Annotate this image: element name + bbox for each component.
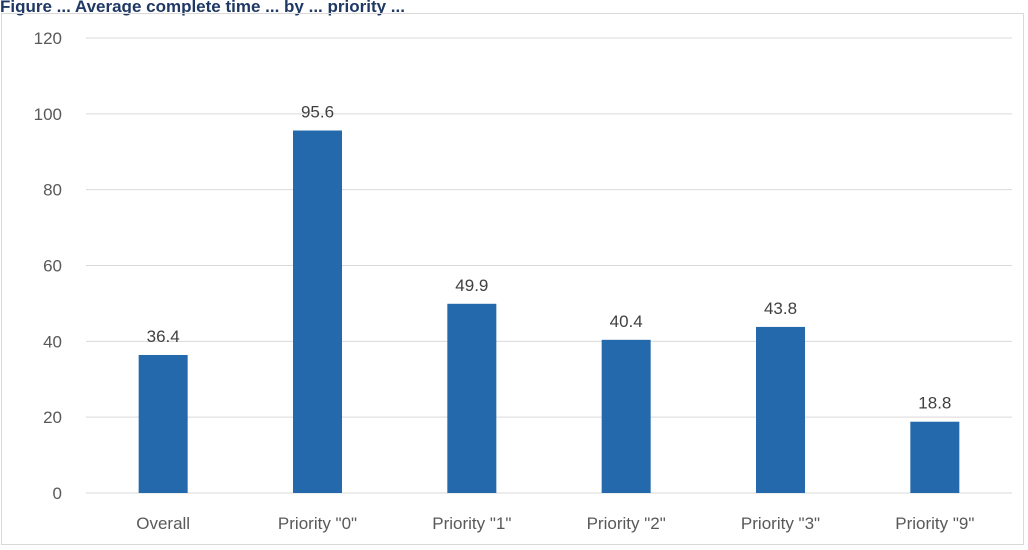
gridlines bbox=[86, 37, 1012, 494]
bar-data-label: 36.4 bbox=[147, 327, 180, 346]
bar bbox=[601, 339, 651, 493]
bar bbox=[756, 326, 805, 493]
figure-caption: Figure ... Average complete time ... by … bbox=[0, 0, 405, 16]
bar-data-label: 40.4 bbox=[610, 312, 643, 331]
data-labels: 36.4 95.6 49.9 40.4 43.8 18.8 bbox=[147, 103, 952, 413]
bar-data-label: 43.8 bbox=[764, 299, 797, 318]
bar bbox=[910, 421, 960, 493]
x-tick-label: Priority "0" bbox=[278, 514, 357, 533]
y-tick-label: 100 bbox=[34, 105, 62, 124]
y-tick-label: 20 bbox=[43, 408, 62, 427]
x-axis-ticks: Overall Priority "0" Priority "1" Priority … bbox=[136, 514, 974, 533]
y-tick-label: 80 bbox=[43, 181, 62, 200]
bar bbox=[293, 130, 342, 493]
bar-data-label: 49.9 bbox=[455, 276, 488, 295]
y-tick-label: 120 bbox=[34, 29, 62, 48]
x-tick-label: Priority "9" bbox=[895, 514, 974, 533]
x-tick-label: Priority "2" bbox=[587, 514, 666, 533]
y-tick-label: 0 bbox=[53, 484, 62, 503]
x-tick-label: Priority "3" bbox=[741, 514, 820, 533]
y-tick-label: 40 bbox=[43, 332, 62, 351]
chart-frame bbox=[1, 13, 1024, 545]
x-tick-label: Priority "1" bbox=[432, 514, 511, 533]
x-tick-label: Overall bbox=[136, 514, 190, 533]
bars bbox=[138, 130, 960, 493]
bar bbox=[138, 354, 188, 493]
bar-data-label: 95.6 bbox=[301, 103, 334, 122]
y-axis-ticks: 0 20 40 60 80 100 120 bbox=[34, 29, 62, 503]
bar bbox=[447, 303, 497, 493]
y-tick-label: 60 bbox=[43, 257, 62, 276]
bar-data-label: 18.8 bbox=[918, 394, 951, 413]
